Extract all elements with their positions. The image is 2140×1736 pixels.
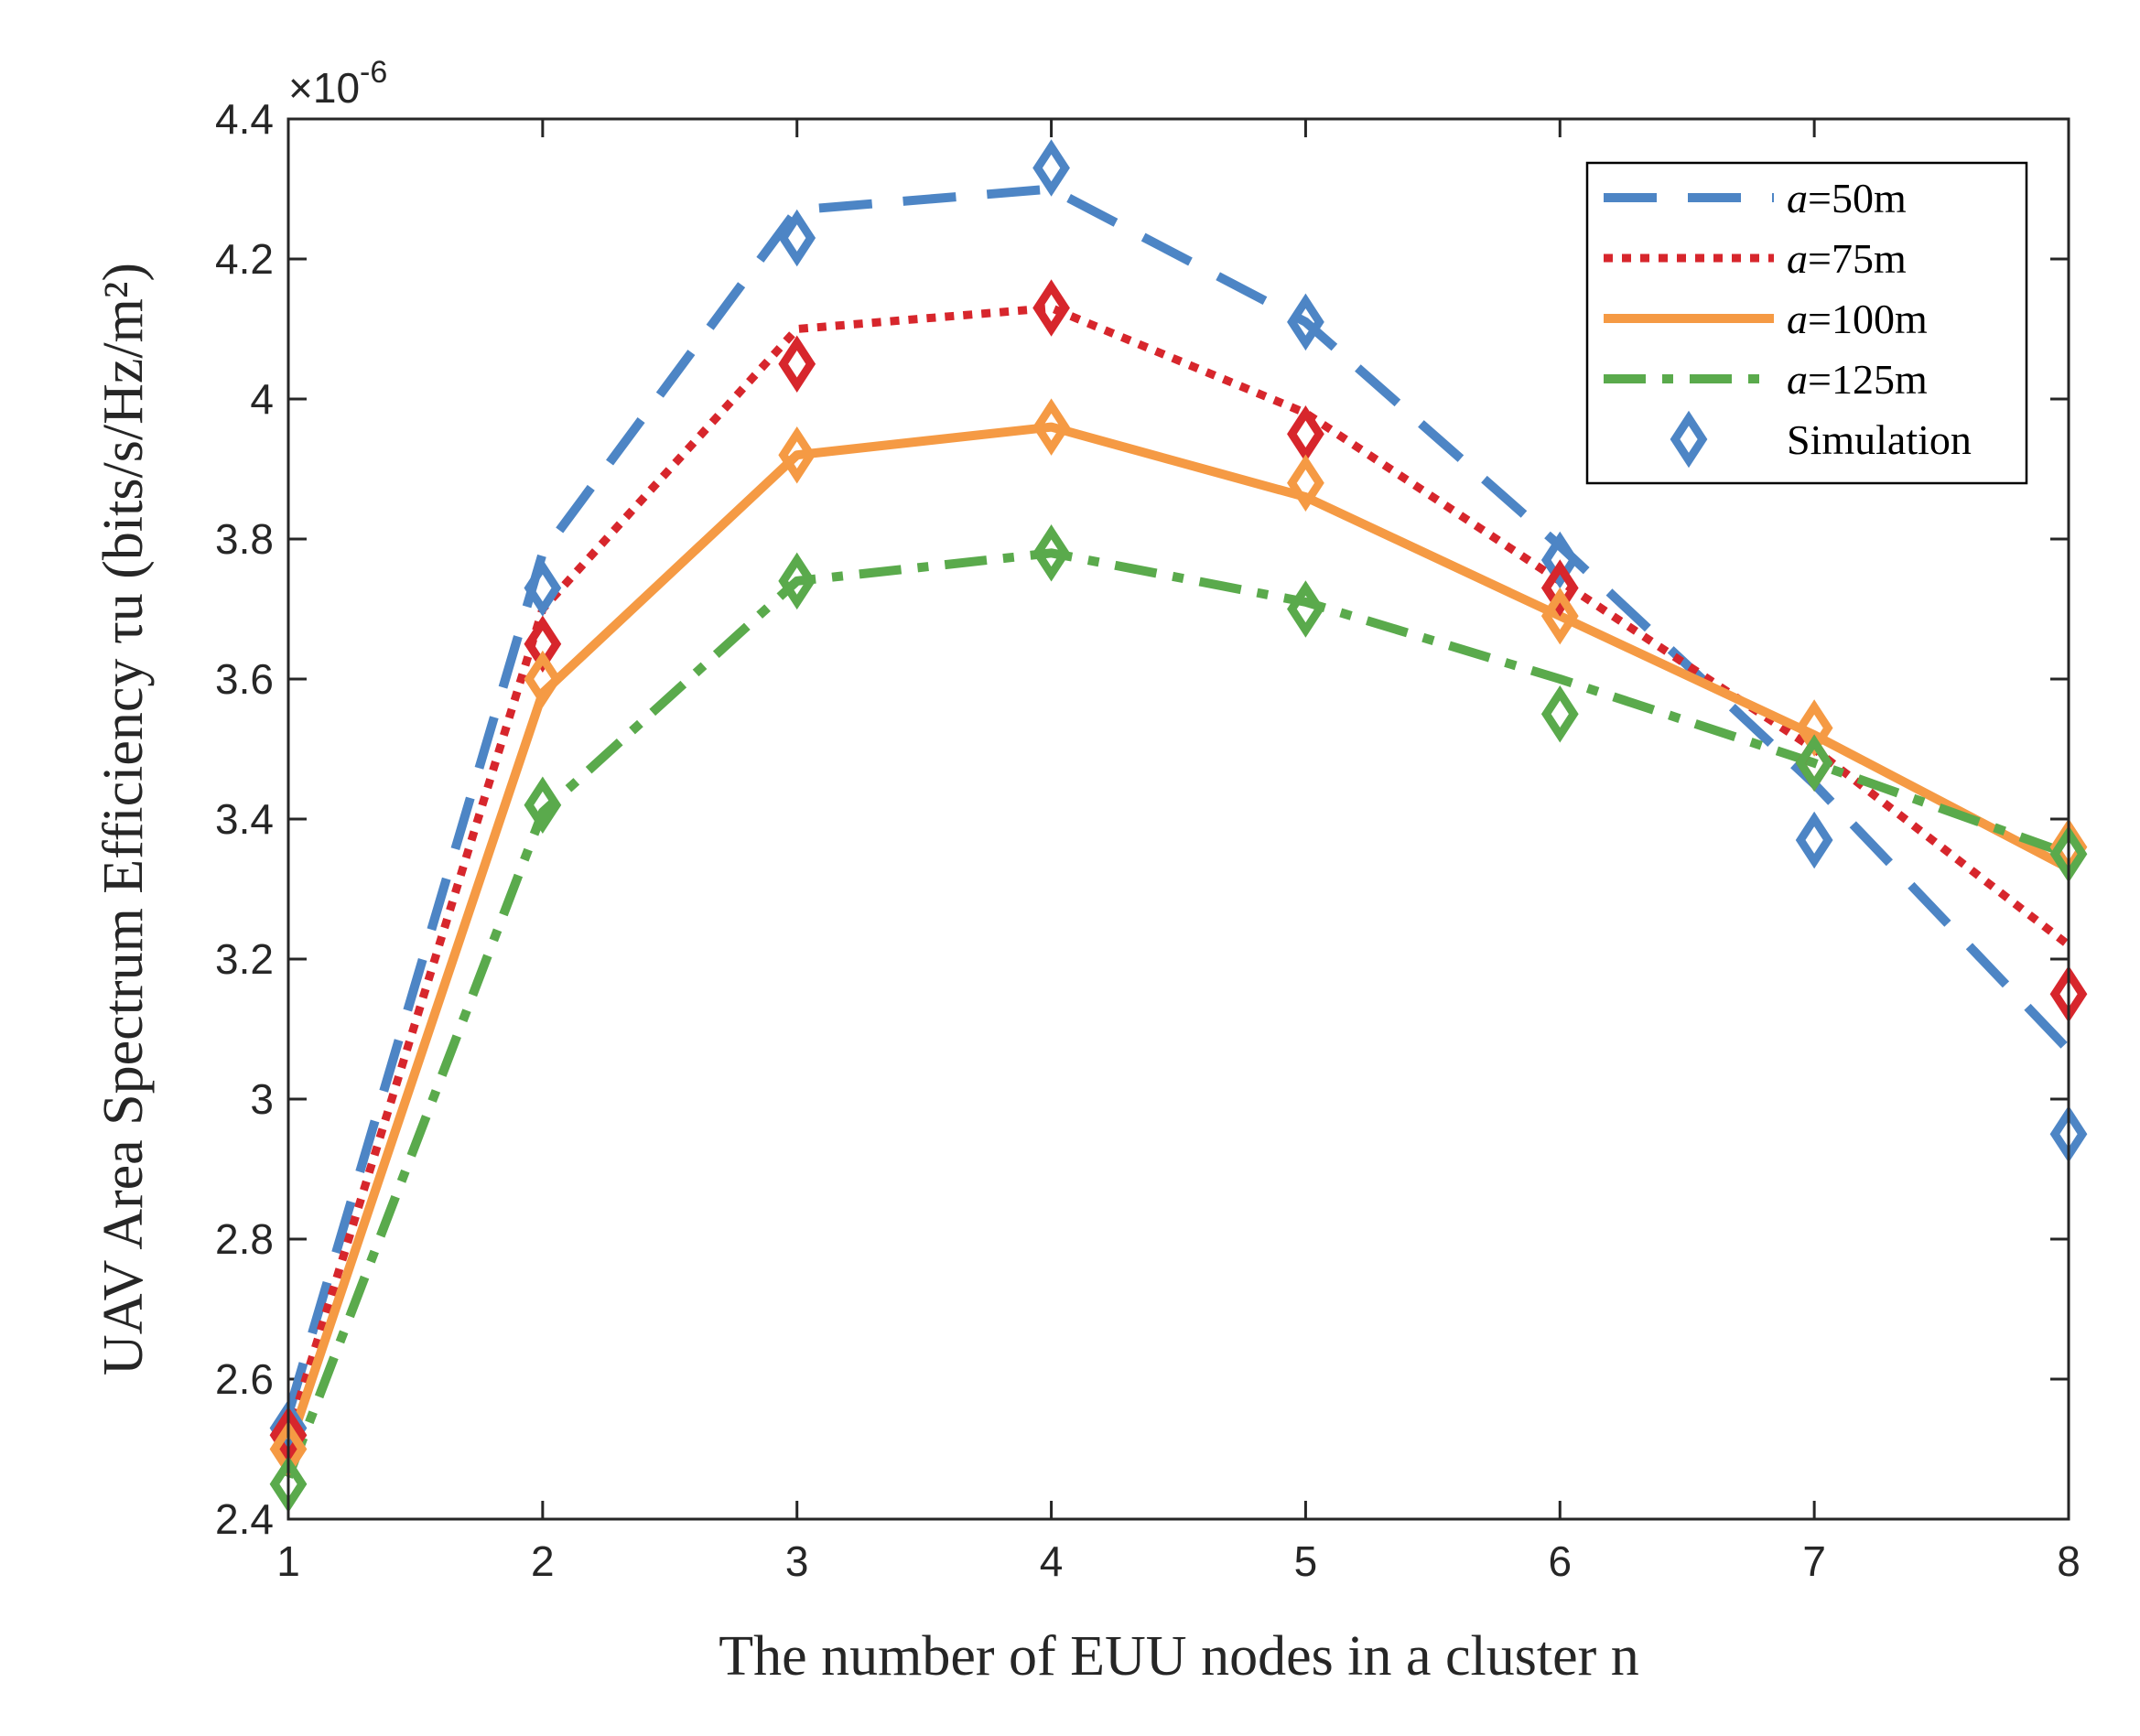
legend-label-value: =75m bbox=[1808, 235, 1907, 282]
x-tick-label: 7 bbox=[1802, 1537, 1826, 1585]
legend-simulation-marker bbox=[1670, 410, 1708, 469]
x-tick-label: 5 bbox=[1294, 1537, 1318, 1585]
simulation-point bbox=[1287, 293, 1324, 351]
series-line-a-50m bbox=[284, 184, 2072, 1416]
simulation-point bbox=[1540, 685, 1579, 743]
simulation-point bbox=[524, 650, 562, 708]
legend-label-variable: a bbox=[1787, 356, 1808, 403]
series-line-a-75m bbox=[284, 304, 2071, 1437]
simulation-point bbox=[1032, 398, 1070, 456]
simulation-point bbox=[1032, 524, 1070, 582]
legend-label: a=50m bbox=[1787, 175, 1907, 221]
y-tick-label: 4.4 bbox=[215, 95, 274, 143]
y-tick-label: 3.4 bbox=[215, 795, 274, 843]
legend-label-simulation: Simulation bbox=[1787, 416, 1972, 463]
x-tick-label: 8 bbox=[2057, 1537, 2081, 1585]
legend-label-value: =100m bbox=[1808, 296, 1928, 342]
x-tick-label: 3 bbox=[785, 1537, 809, 1585]
simulation-point bbox=[1540, 531, 1579, 589]
simulation-point bbox=[1287, 454, 1324, 512]
y-tick-label: 4.2 bbox=[215, 235, 274, 283]
x-tick-label: 2 bbox=[531, 1537, 555, 1585]
simulation-point bbox=[524, 559, 562, 617]
legend-label: a=125m bbox=[1787, 356, 1928, 403]
legend-label-variable: a bbox=[1787, 235, 1808, 282]
y-tick-label: 3 bbox=[250, 1075, 274, 1123]
y-tick-label: 2.4 bbox=[215, 1495, 274, 1543]
x-tick-label: 6 bbox=[1548, 1537, 1572, 1585]
y-scale-exponent: -6 bbox=[360, 55, 387, 90]
legend-label-variable: a bbox=[1787, 175, 1808, 221]
simulation-point bbox=[524, 776, 562, 834]
simulation-point bbox=[778, 335, 816, 393]
x-tick-label: 1 bbox=[276, 1537, 300, 1585]
legend-label-value: =50m bbox=[1808, 175, 1907, 221]
x-tick-label: 4 bbox=[1040, 1537, 1064, 1585]
simulation-point bbox=[778, 426, 816, 484]
tick-labels: 1 2 3 4 5 6 7 8 2.4 2.6 2.8 3 3.2 3.4 3.6 3.8 4 4.2 4.4 bbox=[215, 95, 2081, 1585]
y-scale-multiplier: ×10-6 bbox=[288, 55, 387, 112]
y-tick-label: 2.6 bbox=[215, 1355, 274, 1403]
simulation-point bbox=[1032, 139, 1070, 197]
simulation-point bbox=[778, 209, 816, 267]
y-tick-label: 3.8 bbox=[215, 515, 274, 563]
legend-label-value: =125m bbox=[1808, 356, 1928, 403]
simulation-point bbox=[1795, 734, 1833, 793]
y-axis-title: UAV Area Spectrum Efficiency τu (bits/s/… bbox=[92, 263, 155, 1375]
legend-label: a=75m bbox=[1787, 235, 1907, 282]
y-tick-label: 3.2 bbox=[215, 935, 274, 983]
y-tick-label: 2.8 bbox=[215, 1215, 274, 1263]
simulation-point bbox=[1032, 279, 1070, 337]
legend-label-variable: a bbox=[1787, 296, 1808, 342]
simulation-point bbox=[778, 552, 816, 610]
y-tick-label: 3.6 bbox=[215, 655, 274, 703]
simulation-point bbox=[1540, 587, 1579, 645]
x-axis-title: The number of EUU nodes in a cluster n bbox=[719, 1625, 1639, 1687]
series-line-a-100m bbox=[284, 422, 2071, 1451]
y-tick-label: 4 bbox=[250, 375, 274, 423]
legend-label: a=100m bbox=[1787, 296, 1928, 342]
plot-frame bbox=[286, 117, 2070, 1521]
simulation-point bbox=[1795, 811, 1833, 869]
axis-ticks bbox=[286, 117, 2070, 1521]
series-line-a-125m bbox=[284, 548, 2070, 1479]
simulation-point bbox=[1287, 580, 1324, 638]
simulation-point bbox=[1540, 559, 1579, 617]
